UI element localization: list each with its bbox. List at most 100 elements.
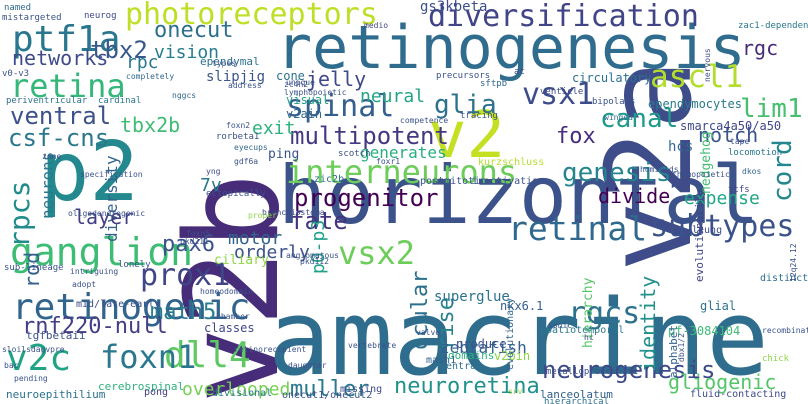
word: ependymal (200, 55, 260, 68)
word: ascl1 (650, 59, 744, 95)
word: retina (10, 67, 126, 105)
word: hcs (668, 139, 694, 155)
word: slipjig (206, 69, 266, 85)
word: pending (14, 374, 48, 383)
word: smarca4a50/a50 (680, 119, 782, 133)
word: lymphopoietic (284, 88, 347, 97)
word: tracing (460, 111, 498, 121)
word: p2 (40, 125, 139, 220)
word: yng (206, 167, 221, 176)
word: retinal (508, 209, 648, 248)
word: intriguing (70, 267, 119, 276)
word: progenitor (294, 184, 439, 212)
word: inactivation (472, 176, 545, 187)
word: bac (4, 361, 19, 370)
word: foxn5 (186, 229, 211, 238)
word: classes (204, 321, 255, 335)
word: visual (286, 93, 330, 107)
word: superglue (434, 289, 510, 305)
word: cerebrospinal (98, 380, 185, 393)
word: nervous (703, 48, 712, 82)
word: oligodendrogenic (68, 209, 146, 218)
word: spinal (286, 89, 395, 124)
word: lonely (118, 260, 151, 270)
word: gdf6a (234, 157, 259, 166)
word: domains (448, 349, 495, 362)
word: ciliary (214, 253, 269, 268)
word: mash1 (426, 355, 457, 366)
word: exit (252, 118, 296, 139)
word: lanceolatum (540, 388, 613, 401)
word: foxr1 (376, 157, 401, 166)
word: zic2b (314, 174, 345, 185)
word: retinorecipient (234, 345, 307, 354)
word: lim1 (740, 94, 803, 124)
word: produce (456, 337, 507, 351)
word: gs3kbeta (420, 0, 488, 15)
word: venticle (540, 87, 584, 97)
word: csf-cns (8, 124, 110, 152)
word: periventricular (6, 96, 88, 106)
word: locomotion (728, 148, 783, 158)
word: rpc (126, 52, 159, 73)
word: dkos (742, 167, 762, 176)
word: recombination-based (762, 326, 808, 335)
word: pkd211 (180, 237, 209, 246)
word: glia (434, 90, 497, 120)
word: eyecups (234, 143, 268, 152)
word: fluid-contacting (690, 389, 787, 400)
word: srv (508, 387, 523, 396)
word: motor (228, 228, 283, 249)
word: zc4h2 (284, 80, 309, 89)
word: pong (144, 387, 169, 398)
word: math5 (150, 300, 217, 325)
word: tbx2b (120, 113, 181, 137)
word: neurogenesis (542, 356, 716, 384)
word: interneurons (286, 153, 518, 191)
word: chamber (216, 312, 250, 321)
word: specification (80, 170, 143, 179)
word: divisional (212, 388, 273, 399)
word: precursors (436, 71, 491, 81)
word: canal (600, 104, 679, 134)
word: tbx2 (90, 36, 148, 64)
word: tgfbetaii (26, 329, 86, 342)
word: neuroepithilium (6, 388, 106, 401)
word: rgcs (568, 296, 641, 331)
word: amacrine (268, 277, 769, 399)
word: chick (762, 354, 790, 364)
word: hc (584, 333, 594, 342)
word: photoreceptors (125, 0, 378, 32)
word: distinct (760, 273, 808, 284)
word: notch (698, 123, 759, 147)
word: divide (598, 184, 671, 208)
word: pf-3084104 (668, 324, 741, 338)
word: competence (400, 116, 449, 125)
word: overlooped (182, 379, 291, 400)
word: mistargeted (2, 13, 62, 23)
word: expense (684, 188, 760, 209)
word: homeodomain (200, 287, 253, 296)
word: rorbeta1 (216, 132, 260, 142)
word: genesis (562, 158, 672, 188)
word: named (4, 3, 32, 13)
word: ectopically (206, 189, 266, 199)
word: tape (730, 137, 750, 146)
word: bipolars (592, 97, 636, 107)
word: unique (286, 78, 315, 87)
word: cone (276, 69, 305, 83)
word: onecut (154, 18, 234, 43)
word: 12q24.12 (789, 243, 798, 282)
word: central (440, 361, 483, 372)
word: neural (360, 86, 426, 107)
word: layer (74, 205, 135, 229)
word: fox (556, 124, 596, 149)
word: adopt (72, 280, 97, 289)
word: kurzschluss (478, 157, 545, 168)
word: networks (12, 46, 109, 70)
word: sloilsdagvpre (2, 345, 65, 354)
word: generates (360, 143, 447, 162)
word: v2ain (286, 107, 323, 121)
word: ocular (408, 270, 433, 350)
word: ganglion (10, 230, 194, 274)
